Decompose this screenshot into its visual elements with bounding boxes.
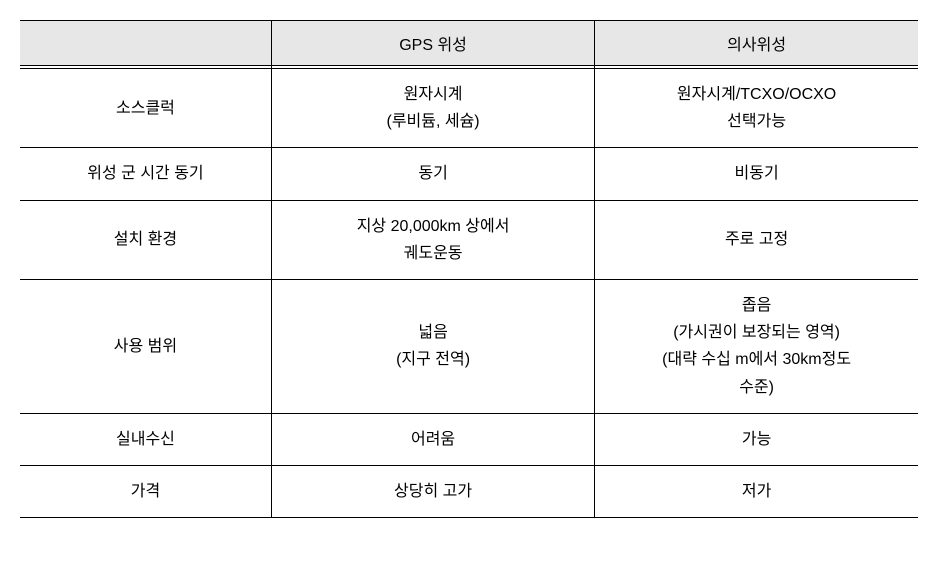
row-pseudo-value: 가능	[595, 413, 918, 465]
row-pseudo-value: 좁음(가시권이 보장되는 영역)(대략 수십 m에서 30km정도수준)	[595, 279, 918, 413]
table-body: 소스클럭 원자시계(루비듐, 세슘) 원자시계/TCXO/OCXO선택가능 위성…	[20, 66, 918, 518]
table-row: 가격 상당히 고가 저가	[20, 465, 918, 517]
comparison-table-container: GPS 위성 의사위성 소스클럭 원자시계(루비듐, 세슘) 원자시계/TCXO…	[20, 20, 918, 518]
row-pseudo-value: 비동기	[595, 148, 918, 200]
table-row: 실내수신 어려움 가능	[20, 413, 918, 465]
row-label: 소스클럭	[20, 66, 271, 148]
table-row: 사용 범위 넓음(지구 전역) 좁음(가시권이 보장되는 영역)(대략 수십 m…	[20, 279, 918, 413]
table-header-row: GPS 위성 의사위성	[20, 21, 918, 66]
comparison-table: GPS 위성 의사위성 소스클럭 원자시계(루비듐, 세슘) 원자시계/TCXO…	[20, 20, 918, 518]
row-label: 실내수신	[20, 413, 271, 465]
row-gps-value: 상당히 고가	[271, 465, 594, 517]
header-empty	[20, 21, 271, 66]
header-gps: GPS 위성	[271, 21, 594, 66]
row-gps-value: 넓음(지구 전역)	[271, 279, 594, 413]
table-row: 설치 환경 지상 20,000km 상에서궤도운동 주로 고정	[20, 200, 918, 279]
row-label: 설치 환경	[20, 200, 271, 279]
row-pseudo-value: 원자시계/TCXO/OCXO선택가능	[595, 66, 918, 148]
header-pseudo: 의사위성	[595, 21, 918, 66]
row-pseudo-value: 주로 고정	[595, 200, 918, 279]
table-row: 위성 군 시간 동기 동기 비동기	[20, 148, 918, 200]
row-label: 사용 범위	[20, 279, 271, 413]
row-pseudo-value: 저가	[595, 465, 918, 517]
row-label: 가격	[20, 465, 271, 517]
row-gps-value: 어려움	[271, 413, 594, 465]
table-row: 소스클럭 원자시계(루비듐, 세슘) 원자시계/TCXO/OCXO선택가능	[20, 66, 918, 148]
row-gps-value: 동기	[271, 148, 594, 200]
row-gps-value: 지상 20,000km 상에서궤도운동	[271, 200, 594, 279]
row-gps-value: 원자시계(루비듐, 세슘)	[271, 66, 594, 148]
row-label: 위성 군 시간 동기	[20, 148, 271, 200]
